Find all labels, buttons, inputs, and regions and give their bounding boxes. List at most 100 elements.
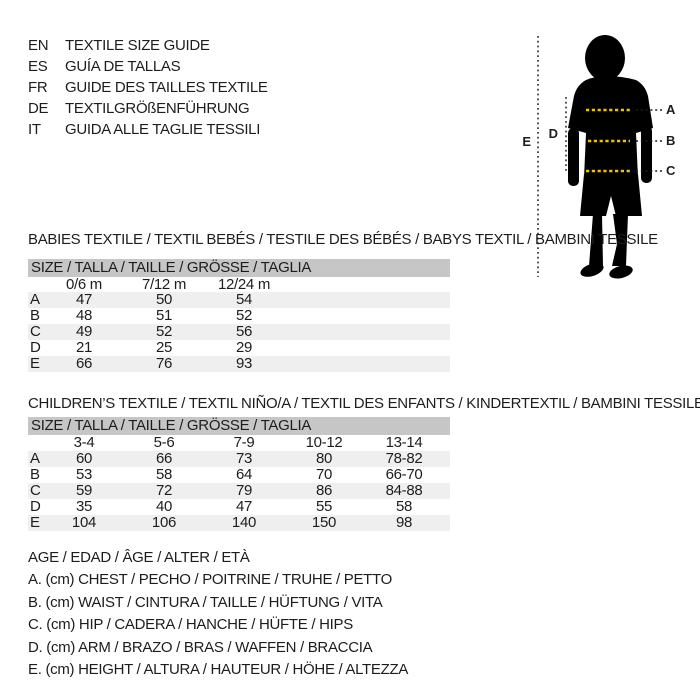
legend-line-arm: D. (cm) ARM / BRAZO / BRAS / WAFFEN / BR… xyxy=(28,638,373,656)
language-code: DE xyxy=(28,100,49,117)
row-label: E xyxy=(30,355,40,372)
measurement-figure: A B C D E xyxy=(500,18,700,286)
table-cell: 79 xyxy=(235,482,253,499)
column-header: 13-14 xyxy=(385,434,423,451)
row-label: B xyxy=(30,466,40,483)
column-header: 7/12 m xyxy=(141,276,187,293)
table-row: B 53 58 64 70 66-70 xyxy=(28,467,450,483)
table-cell: 51 xyxy=(155,307,173,324)
table-cell: 56 xyxy=(235,323,253,340)
table-cell: 60 xyxy=(75,450,93,467)
table-cell: 21 xyxy=(75,339,93,356)
table-cell: 78-82 xyxy=(385,450,423,467)
language-title: GUIDA ALLE TAGLIE TESSILI xyxy=(65,121,261,138)
table-cell: 84-88 xyxy=(385,482,423,499)
table-cell: 93 xyxy=(235,355,253,372)
table-cell: 80 xyxy=(315,450,333,467)
language-code: FR xyxy=(28,79,48,96)
language-row-it: IT GUIDA ALLE TAGLIE TESSILI xyxy=(28,119,268,140)
table-cell: 40 xyxy=(155,498,173,515)
table-cell: 66 xyxy=(155,450,173,467)
table-cell: 64 xyxy=(235,466,253,483)
child-silhouette xyxy=(568,35,653,279)
table-row: C 49 52 56 xyxy=(28,324,450,340)
row-label: B xyxy=(30,307,40,324)
legend-line-age: AGE / EDAD / ÂGE / ALTER / ETÀ xyxy=(28,549,250,566)
table-row: D 35 40 47 55 58 xyxy=(28,499,450,515)
label-hip-c: C xyxy=(666,163,676,178)
legend-line-hip: C. (cm) HIP / CADERA / HANCHE / HÜFTE / … xyxy=(28,616,353,634)
babies-size-header-bar: SIZE / TALLA / TAILLE / GRÖSSE / TAGLIA xyxy=(28,259,450,277)
table-cell: 58 xyxy=(155,466,173,483)
row-label: C xyxy=(30,323,41,340)
language-title-list: EN TEXTILE SIZE GUIDE ES GUÍA DE TALLAS … xyxy=(28,35,268,140)
babies-column-headers: 0/6 m 7/12 m 12/24 m xyxy=(28,277,450,292)
legend-line-waist: B. (cm) WAIST / CINTURA / TAILLE / HÜFTU… xyxy=(28,593,383,611)
language-row-es: ES GUÍA DE TALLAS xyxy=(28,56,268,77)
column-header: 12/24 m xyxy=(217,276,271,293)
table-cell: 47 xyxy=(75,291,93,308)
table-cell: 104 xyxy=(71,514,97,531)
row-label: A xyxy=(30,291,40,308)
table-row: A 60 66 73 80 78-82 xyxy=(28,451,450,467)
language-title: TEXTILE SIZE GUIDE xyxy=(65,37,210,54)
table-cell: 35 xyxy=(75,498,93,515)
children-size-header-bar: SIZE / TALLA / TAILLE / GRÖSSE / TAGLIA xyxy=(28,417,450,435)
table-row: D 21 25 29 xyxy=(28,340,450,356)
table-cell: 76 xyxy=(155,355,173,372)
table-cell: 49 xyxy=(75,323,93,340)
language-row-de: DE TEXTILGRÖßENFÜHRUNG xyxy=(28,98,268,119)
table-cell: 58 xyxy=(395,498,413,515)
label-chest-a: A xyxy=(666,102,676,117)
legend-line-height: E. (cm) HEIGHT / ALTURA / HAUTEUR / HÖHE… xyxy=(28,661,409,679)
table-cell: 52 xyxy=(235,307,253,324)
column-header: 10-12 xyxy=(305,434,343,451)
table-cell: 73 xyxy=(235,450,253,467)
table-cell: 29 xyxy=(235,339,253,356)
table-cell: 54 xyxy=(235,291,253,308)
table-row: A 47 50 54 xyxy=(28,292,450,308)
table-cell: 106 xyxy=(151,514,177,531)
table-row: B 48 51 52 xyxy=(28,308,450,324)
language-title: GUÍA DE TALLAS xyxy=(65,58,181,75)
table-row: E 66 76 93 xyxy=(28,356,450,372)
row-label: A xyxy=(30,450,40,467)
children-section-title: CHILDREN’S TEXTILE / TEXTIL NIÑO/A / TEX… xyxy=(28,395,700,412)
table-cell: 53 xyxy=(75,466,93,483)
language-row-fr: FR GUIDE DES TAILLES TEXTILE xyxy=(28,77,268,98)
babies-size-table: SIZE / TALLA / TAILLE / GRÖSSE / TAGLIA … xyxy=(28,259,450,372)
table-cell: 59 xyxy=(75,482,93,499)
table-cell: 25 xyxy=(155,339,173,356)
language-code: EN xyxy=(28,37,49,54)
language-row-en: EN TEXTILE SIZE GUIDE xyxy=(28,35,268,56)
language-title: TEXTILGRÖßENFÜHRUNG xyxy=(65,100,250,117)
table-cell: 66-70 xyxy=(385,466,423,483)
row-label: C xyxy=(30,482,41,499)
legend-line-chest: A. (cm) CHEST / PECHO / POITRINE / TRUHE… xyxy=(28,571,392,589)
column-header: 3-4 xyxy=(73,434,95,451)
row-label: D xyxy=(30,339,41,356)
table-cell: 150 xyxy=(311,514,337,531)
language-title: GUIDE DES TAILLES TEXTILE xyxy=(65,79,268,96)
table-cell: 98 xyxy=(395,514,413,531)
table-row: E 104 106 140 150 98 xyxy=(28,515,450,531)
table-cell: 140 xyxy=(231,514,257,531)
table-cell: 66 xyxy=(75,355,93,372)
row-label: E xyxy=(30,514,40,531)
table-cell: 47 xyxy=(235,498,253,515)
label-waist-b: B xyxy=(666,133,675,148)
table-row: C 59 72 79 86 84-88 xyxy=(28,483,450,499)
table-cell: 72 xyxy=(155,482,173,499)
column-header: 5-6 xyxy=(153,434,175,451)
column-header: 7-9 xyxy=(233,434,255,451)
table-cell: 52 xyxy=(155,323,173,340)
measurement-legend: AGE / EDAD / ÂGE / ALTER / ETÀ A. (cm) C… xyxy=(28,547,408,681)
table-cell: 55 xyxy=(315,498,333,515)
label-height-e: E xyxy=(522,134,531,149)
table-cell: 86 xyxy=(315,482,333,499)
language-code: IT xyxy=(28,121,41,138)
label-arm-d: D xyxy=(549,126,558,141)
table-cell: 70 xyxy=(315,466,333,483)
babies-section-title: BABIES TEXTILE / TEXTIL BEBÉS / TESTILE … xyxy=(28,231,658,248)
